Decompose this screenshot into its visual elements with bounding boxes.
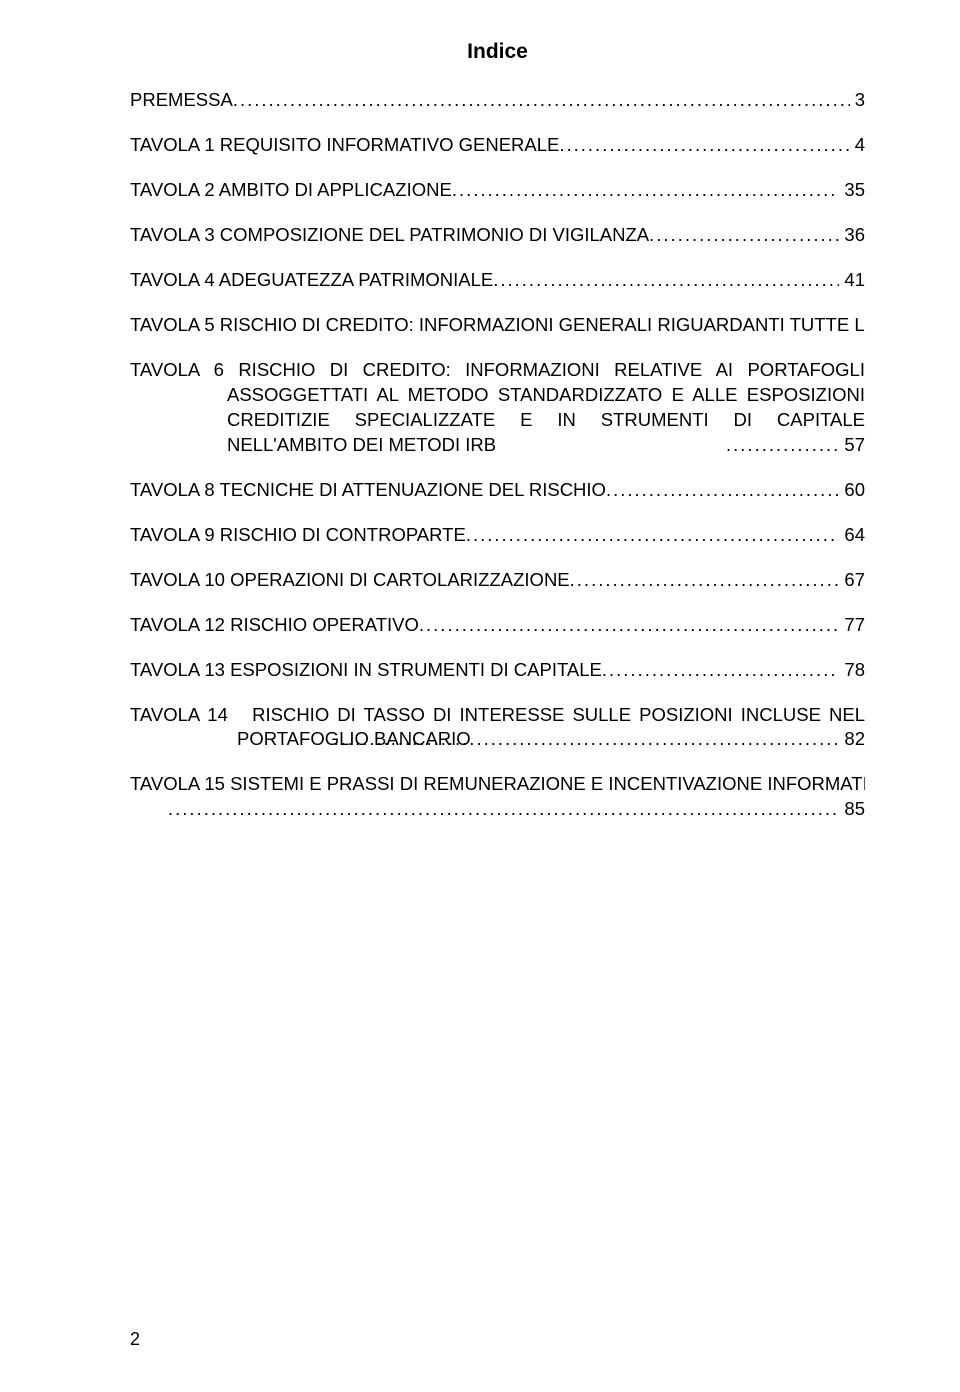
toc-entry: TAVOLA 13 ESPOSIZIONI IN STRUMENTI DI CA… <box>130 658 865 683</box>
toc-page: 78 <box>839 658 865 683</box>
toc-page: 35 <box>839 178 865 203</box>
toc-leader-dots <box>168 797 839 822</box>
toc-entry: PREMESSA 3 <box>130 88 865 113</box>
toc-label: TAVOLA 4 ADEGUATEZZA PATRIMONIALE <box>130 268 493 293</box>
toc-label: TAVOLA 8 TECNICHE DI ATTENUAZIONE DEL RI… <box>130 478 606 503</box>
toc-entry: TAVOLA 1 REQUISITO INFORMATIVO GENERALE … <box>130 133 865 158</box>
toc-entry: TAVOLA 9 RISCHIO DI CONTROPARTE 64 <box>130 523 865 548</box>
toc-entry: TAVOLA 3 COMPOSIZIONE DEL PATRIMONIO DI … <box>130 223 865 248</box>
toc-label: TAVOLA 15 SISTEMI E PRASSI DI REMUNERAZI… <box>130 772 865 797</box>
toc-page: 64 <box>839 523 865 548</box>
toc-entry: TAVOLA 4 ADEGUATEZZA PATRIMONIALE 41 <box>130 268 865 293</box>
toc-label: TAVOLA 5 RISCHIO DI CREDITO: INFORMAZION… <box>130 313 865 338</box>
toc-page: 36 <box>839 223 865 248</box>
toc-leader-dots <box>559 133 849 158</box>
toc-entry: TAVOLA 5 RISCHIO DI CREDITO: INFORMAZION… <box>130 313 865 338</box>
toc-page: 3 <box>850 88 865 113</box>
toc-title: Indice <box>130 40 865 64</box>
toc-page: 85 <box>839 797 865 822</box>
toc-page: 77 <box>839 613 865 638</box>
document-page: Indice PREMESSA 3 TAVOLA 1 REQUISITO INF… <box>0 0 960 1392</box>
toc-leader-dots <box>233 88 850 113</box>
toc-label: TAVOLA 3 COMPOSIZIONE DEL PATRIMONIO DI … <box>130 223 649 248</box>
toc-page: 4 <box>850 133 865 158</box>
toc-leader-dots <box>493 268 839 293</box>
toc-entry: TAVOLA 12 RISCHIO OPERATIVO 77 <box>130 613 865 638</box>
toc-label: TAVOLA 2 AMBITO DI APPLICAZIONE <box>130 178 452 203</box>
toc-label: TAVOLA 12 RISCHIO OPERATIVO <box>130 613 419 638</box>
toc-entry: TAVOLA 2 AMBITO DI APPLICAZIONE 35 <box>130 178 865 203</box>
toc-entry: TAVOLA 6 RISCHIO DI CREDITO: INFORMAZION… <box>130 358 865 458</box>
toc-page: 60 <box>839 478 865 503</box>
toc-entry: TAVOLA 10 OPERAZIONI DI CARTOLARIZZAZION… <box>130 568 865 593</box>
toc-page: 57 <box>839 433 865 458</box>
toc-leader-dots <box>649 223 839 248</box>
toc-label: TAVOLA 13 ESPOSIZIONI IN STRUMENTI DI CA… <box>130 658 602 683</box>
toc-entry: TAVOLA 15 SISTEMI E PRASSI DI REMUNERAZI… <box>130 772 865 822</box>
toc-label: TAVOLA 1 REQUISITO INFORMATIVO GENERALE <box>130 133 559 158</box>
page-number: 2 <box>130 1329 140 1350</box>
toc-leader-dots <box>452 178 839 203</box>
toc-page: 67 <box>839 568 865 593</box>
toc-leader-dots <box>334 727 840 752</box>
toc-leader-dots <box>419 613 839 638</box>
toc-leader-dots <box>606 478 839 503</box>
toc-label: TAVOLA 9 RISCHIO DI CONTROPARTE <box>130 523 466 548</box>
toc-leader-dots <box>602 658 839 683</box>
toc-leader-dots <box>466 523 839 548</box>
toc-leader-dots <box>570 568 840 593</box>
toc-label: TAVOLA 10 OPERAZIONI DI CARTOLARIZZAZION… <box>130 568 570 593</box>
toc-entry: TAVOLA 8 TECNICHE DI ATTENUAZIONE DEL RI… <box>130 478 865 503</box>
toc-entry: TAVOLA 14 RISCHIO DI TASSO DI INTERESSE … <box>130 703 865 753</box>
toc-label: PREMESSA <box>130 88 233 113</box>
toc-leader-dots <box>726 433 839 458</box>
toc-page: 82 <box>839 727 865 752</box>
toc-prefix: TAVOLA 14 <box>130 704 236 725</box>
toc-page: 41 <box>839 268 865 293</box>
toc-prefix: TAVOLA 6 <box>130 359 238 380</box>
